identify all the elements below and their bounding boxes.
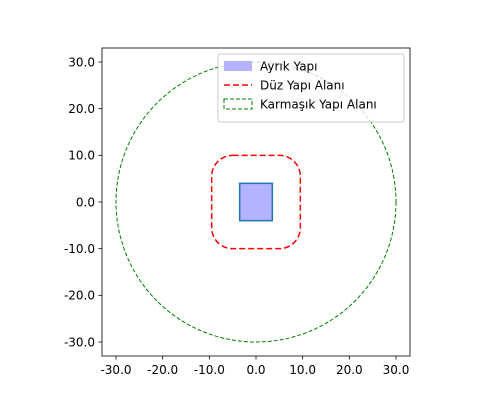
y-tick-label-1: -20.0 xyxy=(64,289,95,303)
legend-label-1: Düz Yapı Alanı xyxy=(260,78,345,92)
series-shape-2 xyxy=(115,61,397,343)
y-tick-label-0: -30.0 xyxy=(64,335,95,349)
x-tick-label-4: 10.0 xyxy=(289,363,316,377)
x-tick-label-6: 30.0 xyxy=(383,363,410,377)
x-tick-label-0: -30.0 xyxy=(100,363,131,377)
x-axis: -30.0 -20.0 -10.0 0.0 10.0 20.0 30.0 xyxy=(100,356,409,377)
legend-label-0: Ayrık Yapı xyxy=(260,59,318,73)
plot-shapes xyxy=(115,61,397,343)
y-tick-label-5: 20.0 xyxy=(68,102,95,116)
y-tick-label-3: 0.0 xyxy=(76,195,95,209)
x-tick-label-3: 0.0 xyxy=(246,363,265,377)
x-tick-label-1: -20.0 xyxy=(147,363,178,377)
legend-handle-2 xyxy=(223,98,253,110)
legend-label-2: Karmaşık Yapı Alanı xyxy=(260,97,377,111)
legend-box xyxy=(217,53,405,123)
legend: Ayrık Yapı Düz Yapı Alanı Karmaşık Yapı Al… xyxy=(217,53,405,123)
y-tick-label-4: 10.0 xyxy=(68,149,95,163)
series-shape-0 xyxy=(238,182,274,222)
y-tick-label-2: -10.0 xyxy=(64,242,95,256)
x-tick-label-2: -10.0 xyxy=(194,363,225,377)
x-tick-label-5: 20.0 xyxy=(336,363,363,377)
y-axis: -30.0 -20.0 -10.0 0.0 10.0 20.0 30.0 xyxy=(64,55,102,349)
legend-handle-0 xyxy=(224,61,252,71)
y-tick-label-6: 30.0 xyxy=(68,55,95,69)
series-shape-1 xyxy=(210,154,302,250)
